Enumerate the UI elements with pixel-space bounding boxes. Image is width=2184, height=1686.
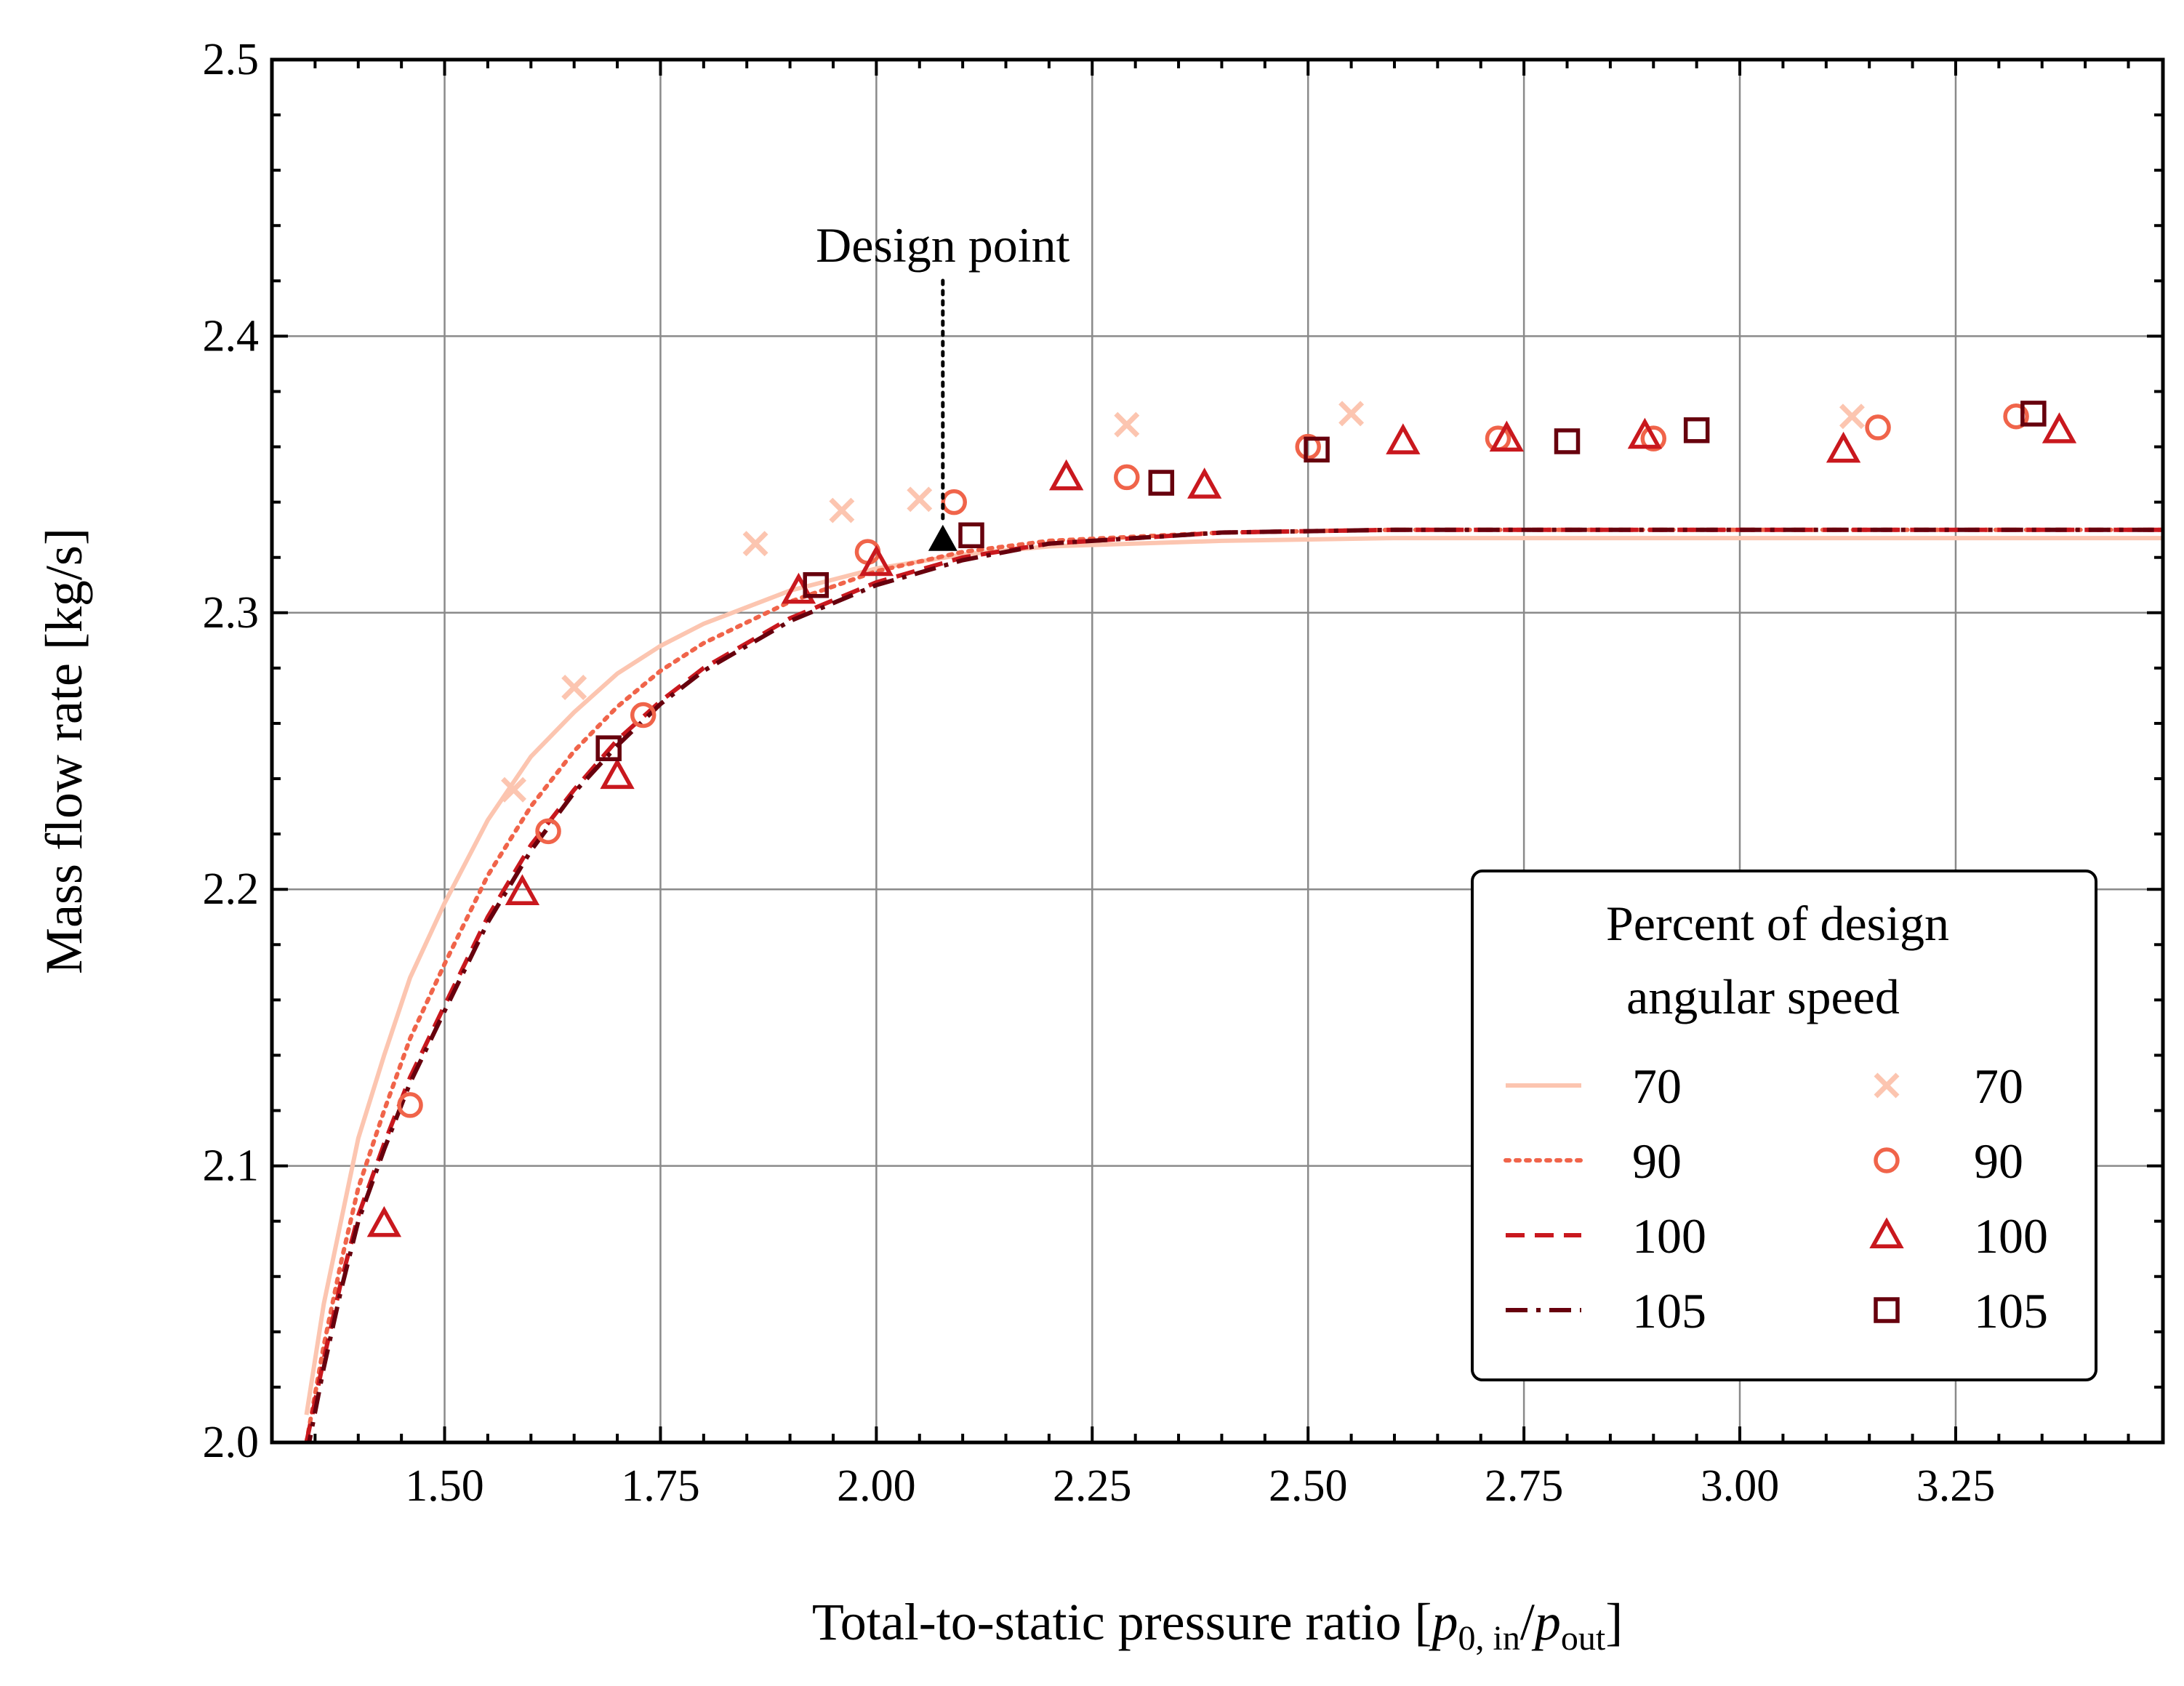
marker-square-105	[1554, 428, 1581, 454]
x-axis-label: Total-to-static pressure ratio [p0, in/p…	[812, 1593, 1623, 1658]
legend-marker-triangle	[1869, 1217, 1904, 1248]
y-tick-label: 2.2	[203, 864, 260, 914]
legend-line-label: 90	[1632, 1133, 1682, 1189]
line-100	[304, 527, 2163, 1442]
marker-circle-90	[1295, 433, 1321, 460]
legend-box	[1471, 870, 2097, 1381]
legend-line-label: 70	[1632, 1059, 1682, 1114]
y-tick-label: 2.5	[203, 35, 260, 84]
y-tick-label: 2.3	[203, 588, 260, 638]
marker-x-70	[907, 486, 933, 513]
legend-marker-label: 105	[1974, 1283, 2048, 1338]
legend-marker-square	[1874, 1297, 1900, 1323]
legend-title-line-1: Percent of design	[1606, 896, 1949, 951]
marker-triangle-100	[505, 874, 540, 905]
marker-circle-90	[1640, 425, 1667, 451]
legend-marker-label: 70	[1974, 1059, 2023, 1114]
marker-square-105	[1304, 436, 1330, 463]
legend-marker-circle	[1874, 1147, 1900, 1173]
marker-triangle-100	[366, 1205, 402, 1237]
plot-frame	[270, 57, 2165, 1445]
marker-triangle-100	[1187, 467, 1222, 499]
design-point-annotation: Design point	[816, 217, 1070, 551]
legend-title-line-2: angular speed	[1626, 969, 1900, 1024]
marker-triangle-100	[1386, 423, 1421, 454]
experimental-markers	[366, 401, 2077, 1237]
marker-x-70	[561, 675, 587, 700]
marker-circle-90	[1114, 464, 1140, 491]
line-105	[307, 527, 2163, 1442]
model-lines	[304, 527, 2163, 1442]
marker-triangle-100	[600, 758, 635, 790]
marker-square-105	[958, 522, 984, 549]
design-point-label: Design point	[816, 217, 1070, 273]
marker-triangle-100	[1048, 459, 1084, 491]
x-tick-label: 2.75	[1485, 1461, 1564, 1511]
marker-square-105	[1148, 470, 1175, 496]
tick-labels: 1.50 1.75 2.00 2.25 2.50 2.75 3.00 3.25 2.0 2.1 2.…	[203, 35, 1996, 1511]
x-tick-label: 1.50	[405, 1461, 484, 1511]
legend-marker-label: 100	[1974, 1208, 2048, 1264]
marker-triangle-100	[1826, 431, 1861, 463]
y-tick-label: 2.0	[203, 1418, 260, 1467]
marker-square-105	[2020, 401, 2047, 427]
marker-circle-90	[941, 489, 968, 515]
marker-circle-90	[535, 818, 561, 845]
legend-marker-x	[1874, 1072, 1900, 1099]
marker-triangle-100	[1627, 417, 1663, 449]
x-tick-label: 2.00	[837, 1461, 916, 1511]
legend-line-label: 105	[1632, 1283, 1706, 1338]
x-tick-label: 2.50	[1269, 1461, 1348, 1511]
y-axis-label: Mass flow rate [kg/s]	[35, 528, 93, 974]
legend-line-label: 100	[1632, 1208, 1706, 1264]
y-tick-label: 2.1	[203, 1141, 260, 1191]
marker-x-70	[1114, 412, 1140, 438]
marker-triangle-100	[859, 545, 894, 577]
marker-square-105	[595, 735, 622, 761]
legend-marker-label: 90	[1974, 1133, 2023, 1189]
x-tick-label: 3.00	[1701, 1461, 1780, 1511]
marker-x-70	[829, 497, 855, 523]
x-tick-label: 2.25	[1053, 1461, 1132, 1511]
x-tick-label: 1.75	[621, 1461, 700, 1511]
line-70	[304, 536, 2163, 1416]
marker-circle-90	[397, 1092, 423, 1118]
marker-x-70	[1338, 401, 1365, 427]
marker-square-105	[803, 572, 829, 598]
marker-x-70	[1839, 404, 1865, 430]
marker-circle-90	[630, 702, 657, 728]
marker-x-70	[501, 776, 527, 803]
y-tick-label: 2.4	[203, 311, 260, 361]
marker-square-105	[1683, 417, 1710, 443]
x-tick-label: 3.25	[1916, 1461, 1996, 1511]
legend: Percent of design angular speed 70 90 100 1…	[1471, 870, 2097, 1381]
marker-triangle-100	[1489, 420, 1525, 452]
marker-circle-90	[1865, 414, 1891, 441]
design-point-marker	[928, 524, 957, 551]
marker-circle-90	[2003, 403, 2029, 430]
marker-triangle-100	[2042, 412, 2077, 443]
marker-x-70	[742, 531, 768, 557]
